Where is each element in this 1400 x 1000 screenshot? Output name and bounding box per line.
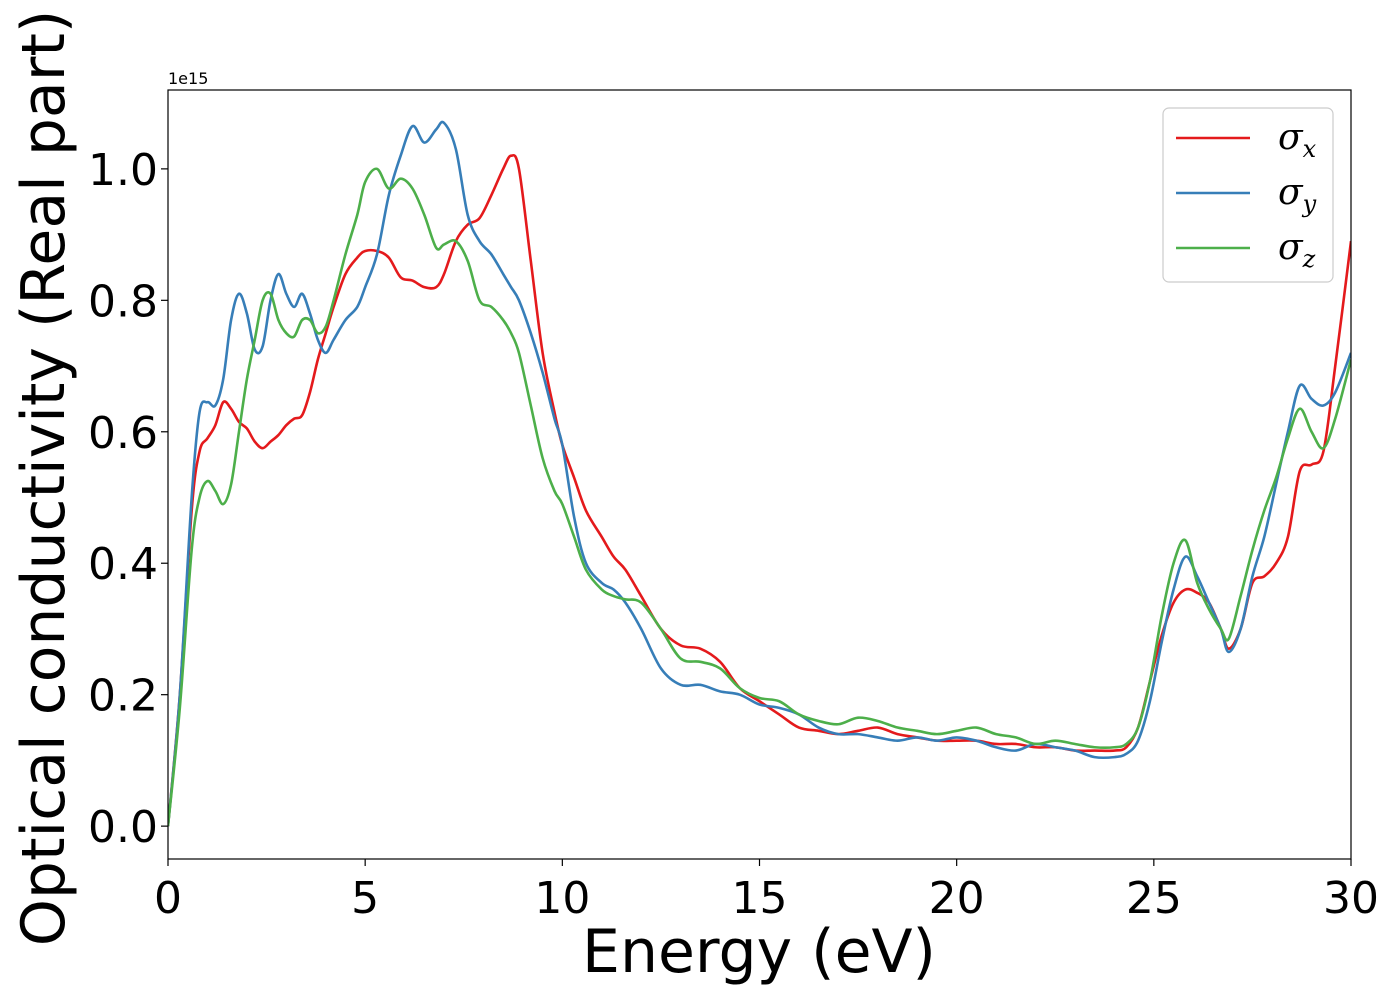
x-tick-label: 30 <box>1323 873 1379 924</box>
x-tick-label: 20 <box>929 873 985 924</box>
x-tick-label: 10 <box>534 873 590 924</box>
y-tick-label: 0.8 <box>88 276 158 327</box>
plot-lines <box>168 120 1351 827</box>
y-tick-label: 0.2 <box>88 671 158 722</box>
y-axis-title: Optical conductivity (Real part) <box>9 10 79 947</box>
series-line-x <box>168 153 1351 827</box>
legend-label-z: σz <box>1278 227 1316 273</box>
legend-label-y: σy <box>1278 172 1317 218</box>
x-tick-label: 15 <box>732 873 788 924</box>
legend: σx σy σz <box>1162 107 1334 283</box>
y-tick-label: 1.0 <box>88 145 158 196</box>
legend-label-x: σx <box>1278 117 1317 163</box>
legend-entries: σx σy σz <box>1176 117 1317 273</box>
x-tick-label: 25 <box>1126 873 1182 924</box>
axis-ticks: 0 5 10 15 20 25 30 0.0 0.2 0.4 0.6 0.8 1.0 <box>88 145 1379 924</box>
series-line-y <box>168 120 1351 827</box>
legend-box <box>1162 107 1334 283</box>
y-tick-label: 0.4 <box>88 539 158 590</box>
y-tick-label: 0.0 <box>88 802 158 853</box>
x-tick-label: 0 <box>154 873 182 924</box>
x-axis-title: Energy (eV) <box>582 917 936 987</box>
x-tick-label: 5 <box>351 873 379 924</box>
y-offset-label: 1e15 <box>168 69 208 88</box>
series-line-z <box>168 167 1351 827</box>
y-tick-label: 0.6 <box>88 408 158 459</box>
